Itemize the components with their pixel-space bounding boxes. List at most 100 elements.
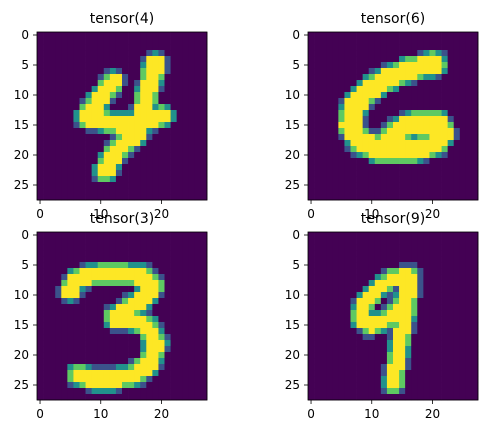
heatmap-cell (194, 310, 202, 317)
heatmap-cell (103, 110, 111, 117)
heatmap-cell (374, 340, 382, 347)
heatmap-cell (338, 274, 345, 281)
heatmap-cell (423, 176, 430, 183)
heatmap-cell (85, 250, 92, 257)
heatmap-cell (435, 134, 442, 141)
heatmap-cell (435, 56, 442, 63)
heatmap-cell (140, 316, 147, 323)
heatmap-cell (356, 110, 363, 117)
heatmap-cell (146, 316, 153, 323)
heatmap-cell (368, 388, 376, 395)
heatmap-cell (332, 352, 339, 359)
heatmap-cell (356, 122, 363, 129)
heatmap-cell (97, 92, 105, 99)
heatmap-cell (332, 298, 339, 305)
heatmap-cell (453, 182, 461, 189)
heatmap-cell (97, 164, 105, 171)
heatmap-cell (61, 376, 68, 383)
heatmap-cell (435, 158, 442, 165)
heatmap-cell (103, 244, 111, 251)
heatmap-cell (459, 298, 467, 305)
x-tick-label: 20 (425, 207, 440, 221)
heatmap-cell (405, 182, 412, 189)
heatmap-cell (332, 92, 339, 99)
heatmap-cell (350, 304, 357, 311)
heatmap-cell (43, 334, 50, 341)
heatmap-cell (200, 170, 208, 177)
heatmap-cell (356, 310, 363, 317)
heatmap-cell (374, 364, 382, 371)
heatmap-cell (459, 104, 467, 111)
heatmap-cell (134, 346, 141, 353)
heatmap-cell (368, 68, 376, 75)
y-tick-label: 25 (14, 378, 29, 392)
heatmap-cell (399, 292, 406, 299)
heatmap-cell (465, 38, 473, 45)
heatmap-cell (182, 382, 190, 389)
heatmap-cell (67, 128, 74, 135)
heatmap-cell (453, 80, 461, 87)
heatmap-cell (61, 170, 68, 177)
heatmap-cell (344, 134, 351, 141)
heatmap-cell (128, 104, 135, 111)
heatmap-cell (332, 346, 339, 353)
heatmap-cell (37, 274, 44, 281)
heatmap-cell (158, 182, 165, 189)
heatmap-cell (465, 86, 473, 93)
heatmap-cell (320, 164, 327, 171)
heatmap-cell (158, 122, 165, 129)
heatmap-cell (374, 376, 382, 383)
heatmap-cell (49, 238, 56, 245)
heatmap-cell (423, 298, 430, 305)
heatmap-cell (97, 364, 105, 371)
heatmap-cell (441, 346, 448, 353)
heatmap-cell (122, 146, 129, 153)
heatmap-cell (429, 298, 436, 305)
heatmap-cell (380, 62, 388, 69)
heatmap-cell (399, 104, 406, 111)
heatmap-cell (140, 310, 147, 317)
heatmap-cell (152, 388, 159, 395)
heatmap-cell (115, 188, 123, 195)
heatmap-cell (417, 104, 424, 111)
heatmap-cell (43, 56, 50, 63)
heatmap-cell (115, 80, 123, 87)
heatmap-cell (55, 182, 62, 189)
heatmap-cell (91, 74, 99, 81)
heatmap-cell (134, 340, 141, 347)
heatmap-cell (417, 298, 424, 305)
heatmap-cell (43, 364, 50, 371)
heatmap-cell (97, 182, 105, 189)
heatmap-cell (128, 268, 135, 275)
heatmap-cell (134, 182, 141, 189)
heatmap-cell (91, 358, 99, 365)
heatmap-cell (85, 122, 92, 129)
heatmap-cell (61, 280, 68, 287)
heatmap-cell (314, 56, 321, 63)
heatmap-cell (374, 74, 382, 81)
heatmap-cell (374, 152, 382, 159)
heatmap-cell (67, 188, 74, 195)
heatmap-cell (146, 232, 153, 239)
heatmap-cell (152, 38, 159, 45)
heatmap-cell (471, 292, 479, 299)
heatmap-cell (423, 346, 430, 353)
heatmap-cell (140, 256, 147, 263)
heatmap-cell (37, 382, 44, 389)
heatmap-cell (200, 56, 208, 63)
heatmap-cell (103, 364, 111, 371)
heatmap-cell (128, 316, 135, 323)
heatmap-cell (332, 370, 339, 377)
heatmap-cell (380, 346, 388, 353)
heatmap-cell (411, 146, 418, 153)
heatmap-cell (320, 32, 327, 39)
heatmap-cell (97, 250, 105, 257)
heatmap-cell (453, 56, 461, 63)
heatmap-cell (399, 176, 406, 183)
heatmap-cell (103, 134, 111, 141)
heatmap-cell (200, 244, 208, 251)
subplot-title: tensor(6) (361, 11, 425, 27)
heatmap-cell (158, 116, 165, 123)
heatmap-cell (441, 352, 448, 359)
heatmap-cell (103, 182, 111, 189)
